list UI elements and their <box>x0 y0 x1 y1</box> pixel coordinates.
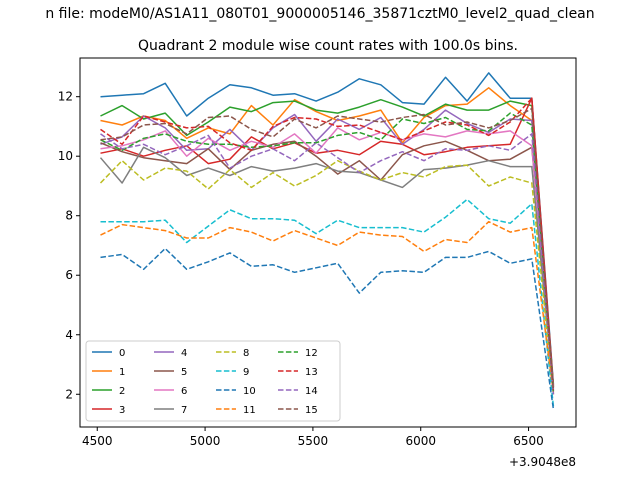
series-line-10 <box>100 247 555 410</box>
y-tick-label: 6 <box>65 268 73 282</box>
y-tick-label: 4 <box>65 328 73 342</box>
legend-label-15: 15 <box>305 405 318 416</box>
series-line-14 <box>100 133 555 395</box>
legend-label-6: 6 <box>181 386 187 397</box>
y-tick-label: 12 <box>58 90 73 104</box>
series-line-0 <box>100 72 555 384</box>
legend-label-10: 10 <box>243 386 256 397</box>
series-line-11 <box>100 220 555 393</box>
figure-suptitle: n file: modeM0/AS1A11_080T01_9000005146_… <box>45 6 594 22</box>
legend-label-14: 14 <box>305 386 318 397</box>
x-axis: 4500 5000 5500 6000 6500 <box>82 427 544 448</box>
series-line-5 <box>100 140 555 386</box>
legend-label-13: 13 <box>305 367 318 378</box>
legend-label-1: 1 <box>119 367 125 378</box>
axes-frame <box>79 57 577 428</box>
x-tick-label: 6500 <box>513 434 544 448</box>
series-line-6 <box>100 127 555 389</box>
x-tick-label: 6000 <box>405 434 436 448</box>
legend-label-8: 8 <box>243 348 249 359</box>
plot-area <box>99 72 555 410</box>
legend-label-5: 5 <box>181 367 187 378</box>
legend-label-2: 2 <box>119 386 125 397</box>
series-line-9 <box>100 198 555 407</box>
series-line-8 <box>99 159 555 395</box>
legend-label-0: 0 <box>119 348 125 359</box>
x-tick-label: 5000 <box>190 434 221 448</box>
y-tick-label: 2 <box>65 387 73 401</box>
legend-label-11: 11 <box>243 405 256 416</box>
x-tick-label: 5500 <box>298 434 329 448</box>
legend-label-7: 7 <box>181 405 187 416</box>
legend-label-3: 3 <box>119 405 125 416</box>
series-line-3 <box>100 97 555 387</box>
x-tick-label: 4500 <box>82 434 113 448</box>
legend-label-4: 4 <box>181 348 187 359</box>
legend-label-12: 12 <box>305 348 318 359</box>
y-tick-label: 10 <box>58 149 73 163</box>
chart-title: Quadrant 2 module wise count rates with … <box>138 38 518 54</box>
legend-label-9: 9 <box>243 367 249 378</box>
series-line-4 <box>100 109 555 389</box>
y-axis: 2 4 6 8 10 12 <box>58 90 80 401</box>
series-line-12 <box>100 112 555 392</box>
y-tick-label: 8 <box>65 209 73 223</box>
legend-box <box>85 340 341 422</box>
series-line-13 <box>100 97 555 395</box>
series-line-15 <box>100 107 555 392</box>
x-axis-offset-label: +3.9048e8 <box>509 455 576 469</box>
